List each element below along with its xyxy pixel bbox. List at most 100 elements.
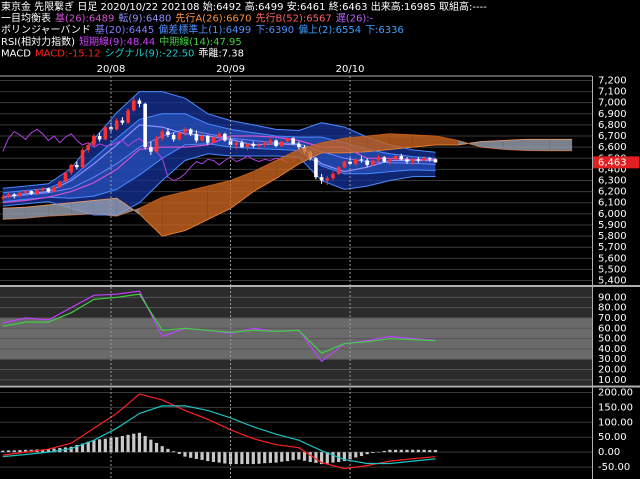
ichimoku-cloud [139, 197, 163, 237]
histogram-bar [371, 452, 375, 454]
candle-body [376, 157, 381, 161]
candle-body [353, 159, 358, 164]
candle-body [325, 178, 330, 181]
histogram-bar [411, 449, 415, 453]
histogram-bar [24, 449, 28, 453]
candle-body [217, 133, 221, 138]
candle-body [297, 143, 301, 148]
histogram-bar [314, 452, 318, 463]
candle-body [251, 143, 256, 147]
indicator-line [2, 135, 436, 204]
y-tick-label: 90.00 [598, 292, 627, 303]
header-segment: MACD [1, 48, 31, 59]
candle-body [149, 147, 153, 152]
y-tick-label: 6,200 [598, 187, 627, 198]
ichimoku-cloud [71, 200, 94, 215]
candle-body [80, 149, 85, 168]
histogram-bar [416, 449, 420, 453]
histogram-bar [160, 446, 164, 453]
histogram-bar [246, 452, 250, 465]
header-segment: 偏上(2):6554 [298, 23, 361, 36]
histogram-bar [149, 439, 153, 453]
indicator-line [2, 405, 436, 465]
span-a-line [2, 138, 573, 237]
candle-body [393, 156, 398, 160]
y-tick-label: 10.00 [598, 375, 627, 386]
histogram-bar [228, 452, 233, 465]
histogram-bar [120, 436, 124, 453]
y-tick-label: 0.00 [598, 447, 620, 458]
candle-body [336, 167, 341, 174]
candle-body [342, 161, 347, 168]
candle-body [160, 131, 165, 139]
candle-body [211, 137, 216, 143]
y-tick-label: 150.00 [598, 402, 633, 413]
candle-body [137, 100, 142, 104]
last-price-label: 6,463 [598, 157, 627, 168]
ichimoku-cloud [25, 205, 49, 219]
last-price-box [593, 156, 639, 169]
candle-body [120, 120, 125, 123]
histogram-bar [359, 452, 364, 457]
header-segment: 先行A(26):6670 [175, 12, 251, 25]
histogram-bar [46, 449, 50, 453]
header-segment: 偏差標準上(1):6499 [158, 23, 251, 36]
y-tick-label: 20.00 [598, 365, 627, 376]
candle-body [245, 143, 250, 148]
histogram-bar [183, 452, 187, 457]
y-tick-label: 200.00 [598, 387, 633, 398]
y-tick-label: 60.00 [598, 323, 627, 334]
histogram-bar [143, 436, 147, 453]
header-segment: RSI(相対力指数) [1, 35, 75, 48]
y-tick-label: -50.00 [598, 462, 630, 473]
bollinger-line [2, 91, 436, 189]
histogram-bar [399, 449, 403, 453]
y-tick-label: 6,100 [598, 198, 627, 209]
candle-body [6, 194, 11, 198]
panel [0, 290, 592, 381]
header-segment: 一目均衡表 [1, 12, 51, 25]
candle-body [422, 158, 426, 161]
candle-body [143, 103, 147, 148]
x-tick-label: 20/10 [336, 64, 365, 75]
histogram-bar [41, 449, 45, 453]
candle-body [410, 159, 415, 162]
bollinger-inner-band [2, 113, 436, 202]
candle-body [228, 140, 233, 145]
candle-body [114, 120, 119, 130]
ichimoku-cloud [549, 139, 573, 151]
candle-body [433, 159, 438, 163]
header-segment: 下:6390 [255, 25, 294, 36]
histogram-bar [285, 452, 290, 462]
y-tick-label: 6,300 [598, 176, 627, 187]
candle-body [285, 138, 290, 142]
candle-body [103, 127, 108, 140]
candle-body [234, 142, 239, 145]
candle-body [177, 132, 182, 140]
ichimoku-cloud [344, 136, 368, 153]
ichimoku-cloud [298, 142, 322, 164]
y-tick-label: 6,700 [598, 131, 627, 142]
header-segment: 中期線(14):47.95 [159, 35, 242, 48]
header-segment: 下:6336 [365, 25, 404, 36]
y-tick-label: 5,700 [598, 242, 627, 253]
candle-body [262, 142, 267, 145]
histogram-bar [115, 437, 119, 453]
histogram-bar [177, 452, 181, 454]
histogram-bar [422, 449, 426, 453]
histogram-bar [297, 452, 301, 460]
candle-body [171, 134, 176, 140]
y-tick-label: 6,000 [598, 209, 627, 220]
histogram-bar [433, 449, 438, 453]
histogram-bar [365, 452, 369, 455]
y-tick-label: 40.00 [598, 344, 627, 355]
histogram-bar [211, 452, 216, 462]
candle-body [399, 156, 404, 160]
header-segment: MACD:-15.12 [35, 48, 101, 59]
candle-body [63, 172, 68, 182]
candle-body [223, 133, 227, 141]
histogram-bar [405, 449, 409, 453]
ichimoku-cloud [435, 136, 459, 145]
y-tick-label: 5,600 [598, 253, 627, 264]
header-segment: シグナル(9):-22.50 [105, 46, 195, 59]
